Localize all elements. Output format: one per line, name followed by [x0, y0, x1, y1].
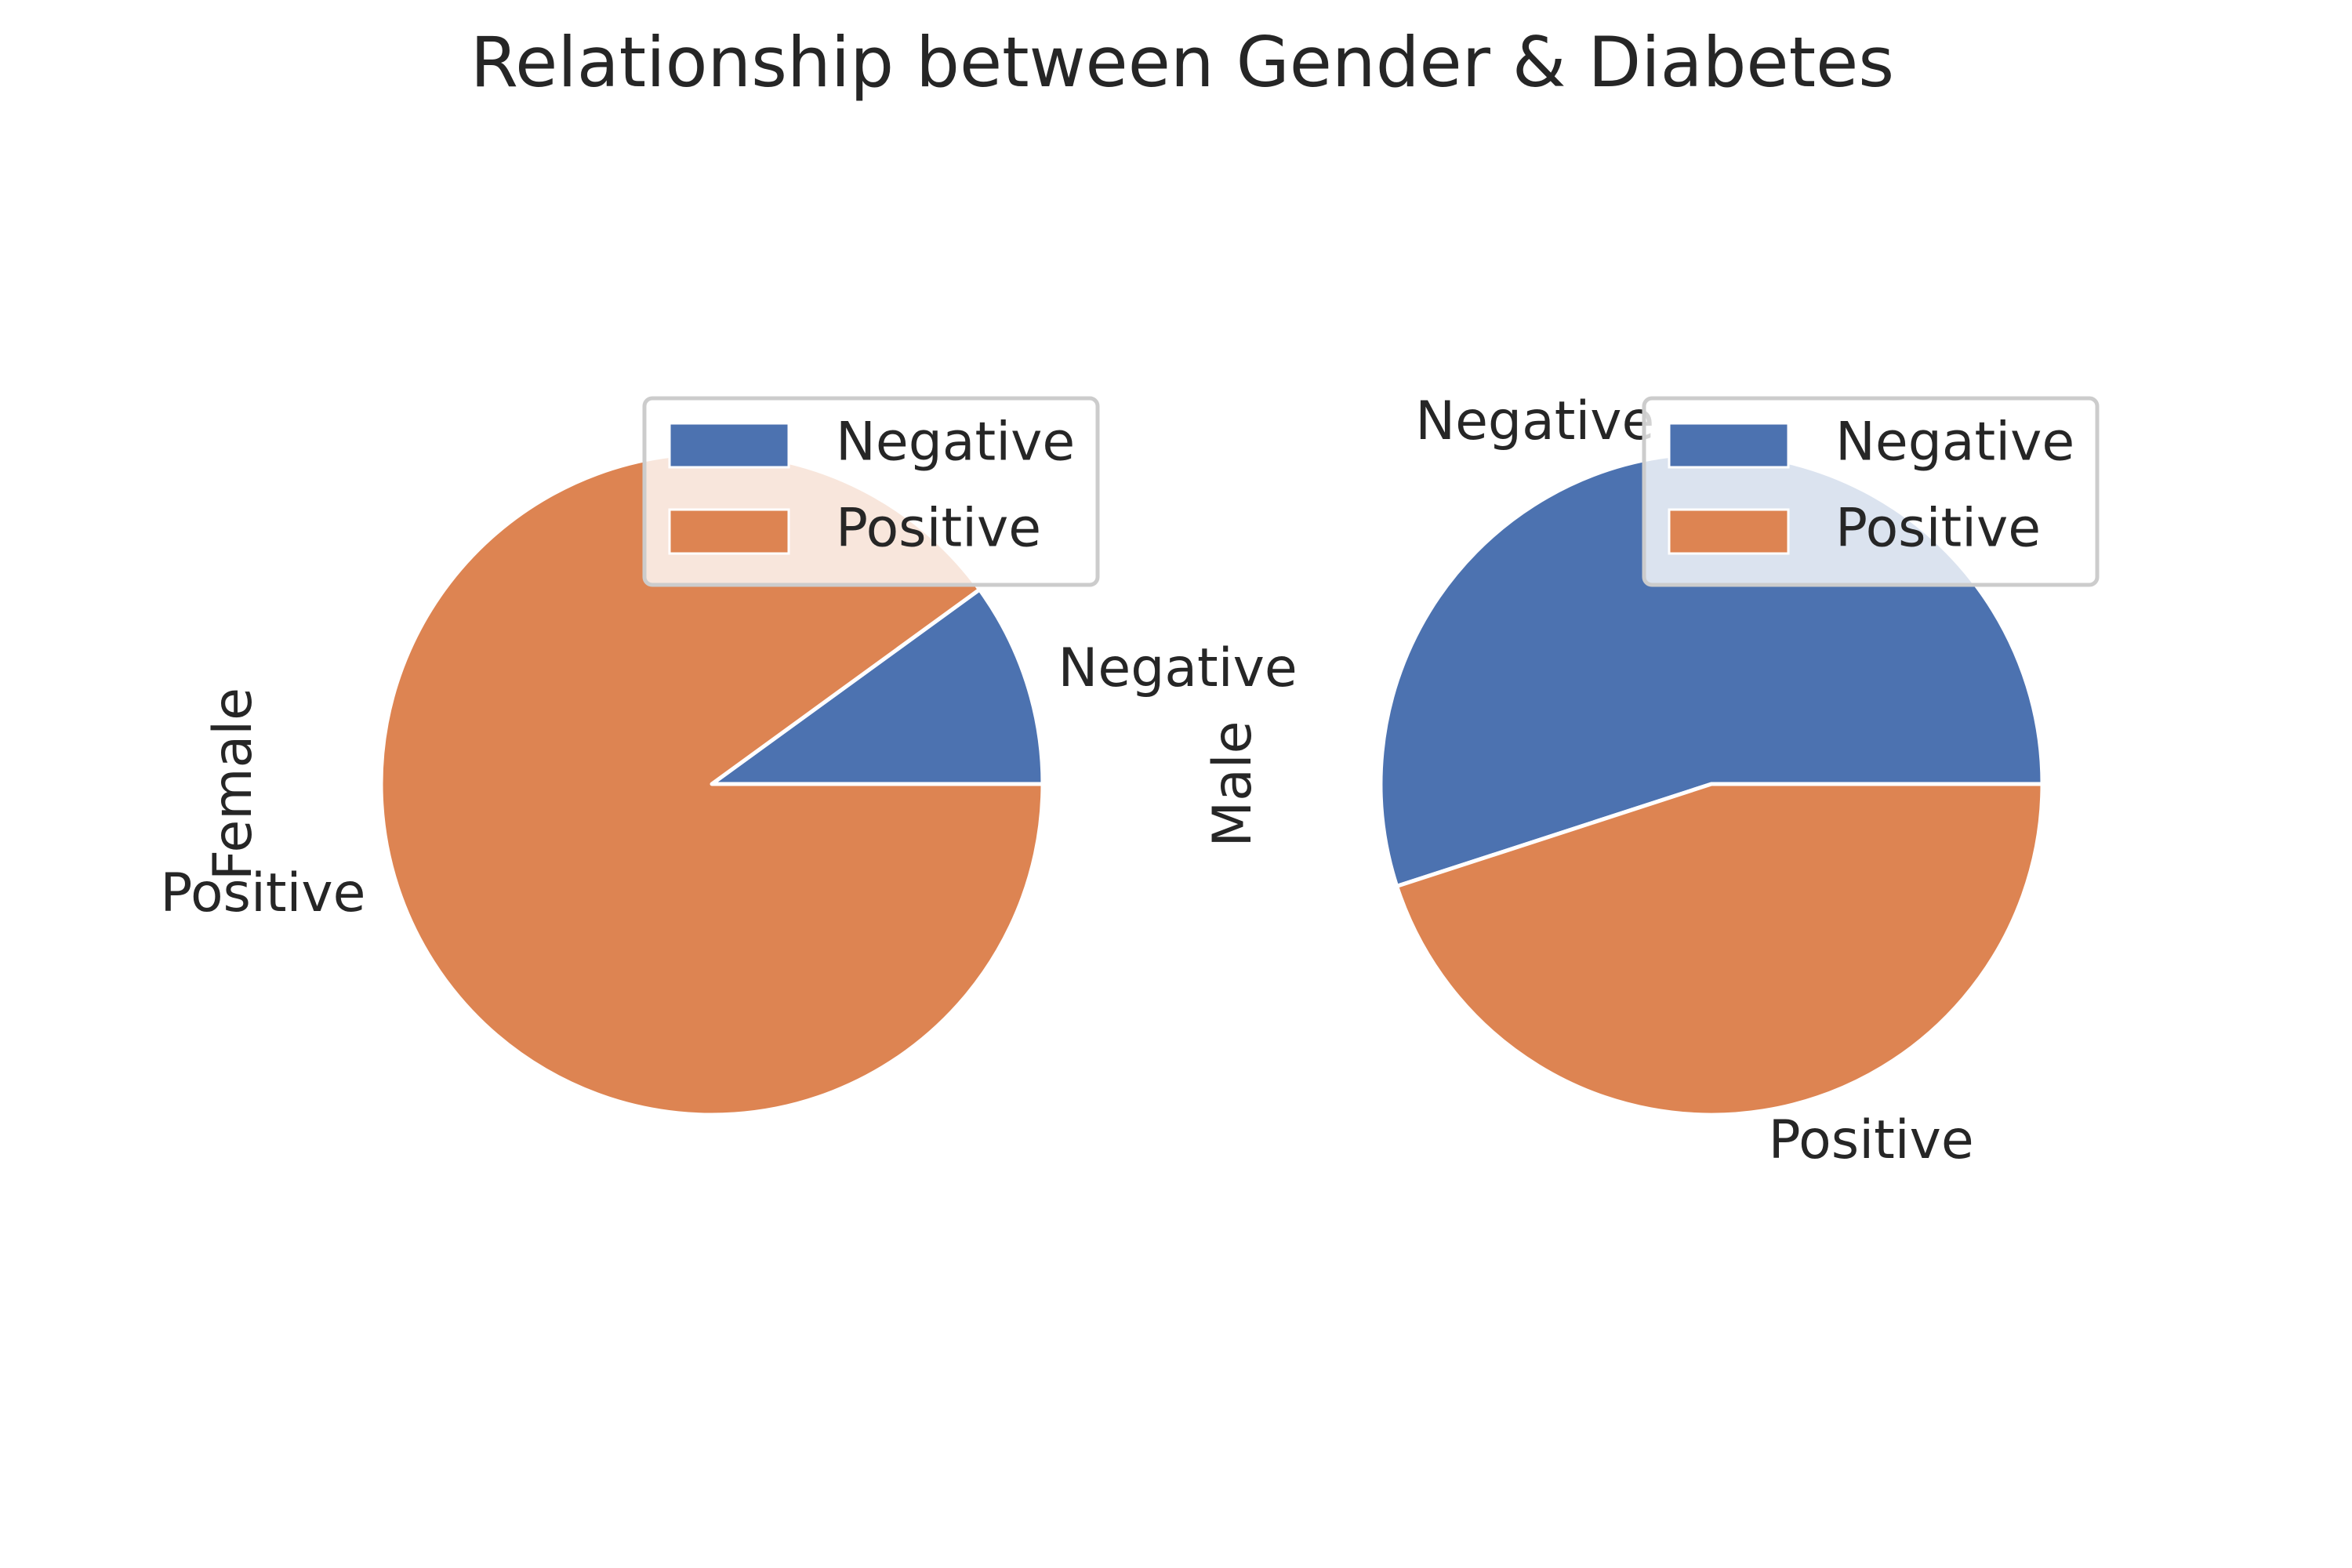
legend: Negative Positive — [1642, 396, 2100, 587]
pie-ylabel: Male — [1202, 720, 1264, 847]
chart-title: Relationship between Gender & Diabetes — [470, 22, 1894, 103]
pie-slice-positive — [1395, 782, 2045, 1117]
legend-swatch-negative — [1668, 422, 1790, 469]
pie-ylabel: Female — [202, 688, 264, 880]
slice-label-negative: Negative — [1415, 390, 1654, 452]
legend-swatch-positive — [1668, 508, 1790, 555]
slice-label-positive: Positive — [160, 862, 365, 924]
legend-swatch-negative — [668, 422, 790, 469]
legend-label-negative: Negative — [1835, 412, 2074, 474]
slice-label-negative: Negative — [1058, 637, 1298, 699]
pie-charts: NegativePositiveFemaleNegativePositiveNe… — [160, 390, 2100, 1171]
legend-label-negative: Negative — [836, 412, 1075, 474]
pie-slice-negative — [710, 587, 1045, 786]
slice-label-positive: Positive — [1769, 1109, 1974, 1171]
legend-label-positive: Positive — [836, 498, 1041, 560]
legend-swatch-positive — [668, 508, 790, 555]
legend-label-positive: Positive — [1835, 498, 2041, 560]
legend: Negative Positive — [642, 396, 1100, 587]
pie-male: Negative Positive Male Negative Positive — [1202, 390, 2100, 1171]
